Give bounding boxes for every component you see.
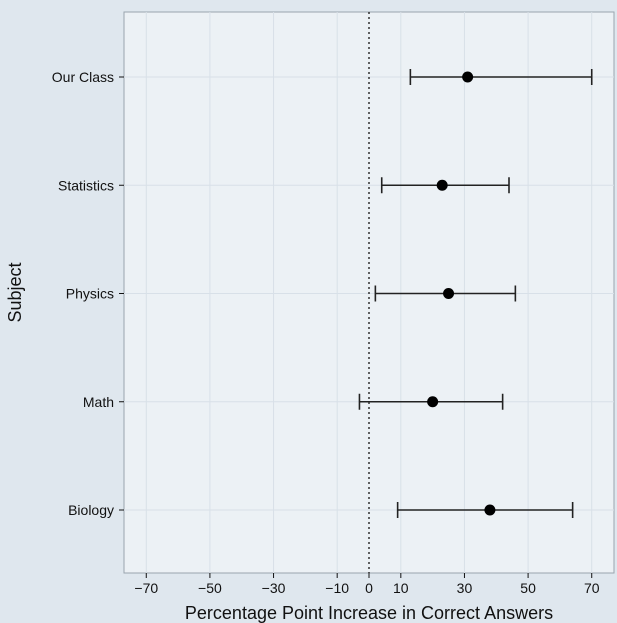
y-axis-ticks: Our Class Statistics Physics Math Biology — [52, 69, 124, 518]
x-tick-label: −70 — [134, 580, 158, 596]
x-tick-label: 70 — [584, 580, 600, 596]
point-estimate-marker — [427, 396, 439, 408]
point-estimate-marker — [443, 288, 455, 299]
y-tick-label: Physics — [66, 286, 114, 302]
point-estimate-marker — [462, 71, 474, 83]
x-tick-label: 50 — [520, 580, 536, 596]
x-tick-label: 0 — [365, 580, 373, 596]
grid-lines — [124, 12, 614, 573]
y-tick-label: Our Class — [52, 69, 114, 85]
y-tick-label: Math — [83, 394, 114, 410]
x-tick-label: −50 — [198, 580, 222, 596]
x-tick-label: −30 — [262, 580, 286, 596]
x-tick-label: 30 — [457, 580, 473, 596]
point-estimate-marker — [436, 179, 448, 191]
y-axis-title: Subject — [5, 262, 25, 322]
error-bars — [358, 69, 593, 518]
x-axis-ticks: −70 −50 −30 −10 0 10 30 50 70 — [134, 573, 600, 596]
x-tick-label: −10 — [325, 580, 349, 596]
x-axis-title: Percentage Point Increase in Correct Ans… — [185, 603, 553, 623]
point-estimate-marker — [484, 504, 496, 516]
x-tick-label: 10 — [393, 580, 409, 596]
y-tick-label: Statistics — [58, 177, 114, 193]
y-tick-label: Biology — [68, 502, 114, 518]
